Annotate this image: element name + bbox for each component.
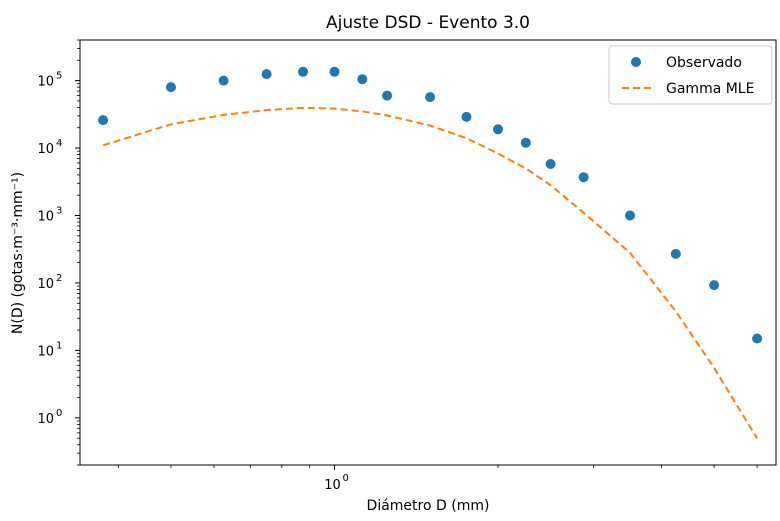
y-tick-label: 10	[37, 210, 54, 225]
y-tick-label: 10	[37, 142, 54, 157]
data-point-observado	[752, 333, 763, 344]
plot-area	[80, 40, 776, 465]
y-tick-label-exponent: 2	[56, 273, 62, 284]
chart-title: Ajuste DSD - Evento 3.0	[326, 13, 530, 33]
legend-label-gamma-mle: Gamma MLE	[666, 81, 754, 97]
data-point-observado	[709, 280, 720, 291]
x-axis-label: Diámetro D (mm)	[367, 498, 490, 514]
y-tick-label-exponent: 1	[56, 340, 62, 351]
data-point-observado	[166, 82, 176, 93]
y-axis-label: N(D) (gotas·m⁻³·mm⁻¹)	[10, 172, 26, 334]
y-tick-label: 10	[37, 277, 54, 292]
data-layer	[98, 66, 763, 439]
data-point-observado	[545, 159, 556, 169]
y-tick-label-exponent: 3	[56, 206, 62, 217]
data-point-observado	[578, 172, 589, 183]
y-tick-label-exponent: 0	[56, 408, 62, 419]
data-point-observado	[520, 137, 531, 148]
y-tick-label: 10	[37, 75, 54, 90]
data-point-observado	[98, 115, 109, 126]
data-point-observado	[625, 210, 635, 221]
y-tick-label: 10	[37, 344, 54, 359]
y-tick-label: 10	[37, 412, 54, 427]
legend-frame	[608, 45, 773, 105]
series-line-gamma-mle	[102, 106, 758, 439]
legend-marker-observado	[631, 57, 641, 67]
data-point-observado	[298, 66, 308, 77]
y-tick-label-exponent: 5	[56, 71, 62, 82]
data-point-observado	[357, 74, 368, 85]
data-point-observado	[493, 124, 503, 135]
data-point-observado	[425, 92, 436, 103]
axes-frame	[79, 39, 777, 466]
x-tick-label-exponent: 0	[342, 473, 348, 484]
data-point-observado	[218, 75, 229, 86]
legend-label-observado: Observado	[666, 55, 742, 71]
plot-background	[80, 40, 776, 465]
data-point-observado	[461, 111, 472, 122]
legend: Observado Gamma MLE	[608, 45, 773, 105]
x-tick-label: 10	[324, 478, 341, 493]
data-point-observado	[382, 90, 393, 101]
data-point-observado	[261, 69, 272, 80]
axes: 10 010 110 210 310 410 510 0	[37, 39, 777, 493]
y-tick-label-exponent: 4	[56, 138, 62, 149]
data-point-observado	[329, 66, 340, 77]
data-point-observado	[670, 248, 681, 259]
